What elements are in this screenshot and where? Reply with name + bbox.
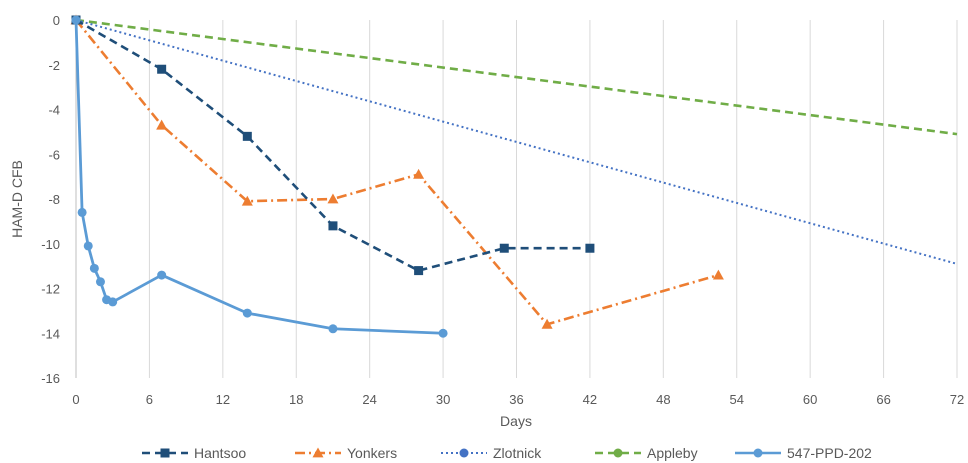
y-tick-label: -2	[48, 58, 60, 73]
data-point-hantsoo	[414, 266, 424, 276]
x-tick-label: 0	[72, 392, 79, 407]
legend: Hantsoo Yonkers Zlotnick Appleby 547-PPD-202	[142, 445, 872, 461]
y-tick-label: -10	[41, 237, 60, 252]
x-tick-label: 48	[656, 392, 670, 407]
x-tick-label: 54	[730, 392, 744, 407]
series-appleby	[71, 15, 958, 136]
series-line-hantsoo	[75, 18, 590, 272]
data-point-hantsoo	[242, 131, 252, 141]
series-547-ppd-202	[71, 15, 448, 338]
legend-marker-hantsoo	[160, 448, 170, 458]
legend-marker-zlotnick	[459, 448, 469, 458]
y-tick-label: -14	[41, 326, 60, 341]
data-point-yonkers	[712, 269, 724, 280]
series-group	[70, 14, 958, 338]
axes: 0 6 12 18 24 30 36 42 48 54 60 66 72 0 -2 -4 -6 -8 -10 -12 -…	[41, 13, 964, 407]
legend-label-hantsoo: Hantsoo	[194, 445, 246, 461]
data-point-547-ppd-202	[438, 328, 448, 338]
data-point-547-ppd-202	[89, 263, 99, 273]
data-point-yonkers	[541, 318, 553, 329]
legend-item-547-ppd-202: 547-PPD-202	[735, 445, 872, 461]
x-tick-label: 60	[803, 392, 817, 407]
data-point-yonkers	[327, 193, 339, 204]
legend-marker-547-ppd-202	[753, 448, 763, 458]
data-point-hantsoo	[585, 243, 595, 253]
y-axis-title: HAM-D CFB	[9, 160, 25, 238]
legend-item-yonkers: Yonkers	[295, 445, 397, 461]
x-axis-title: Days	[500, 413, 532, 429]
data-point-yonkers	[156, 119, 168, 130]
data-point-547-ppd-202	[242, 308, 252, 318]
x-tick-label: 6	[146, 392, 153, 407]
series-yonkers	[70, 14, 724, 329]
x-tick-label: 36	[509, 392, 523, 407]
data-point-yonkers	[241, 195, 253, 206]
x-tick-label: 66	[876, 392, 890, 407]
data-point-547-ppd-202	[328, 324, 338, 334]
data-point-547-ppd-202	[157, 270, 167, 280]
legend-label-zlotnick: Zlotnick	[493, 445, 542, 461]
y-tick-label: -4	[48, 103, 60, 118]
legend-marker-yonkers	[312, 447, 324, 458]
data-point-547-ppd-202	[83, 241, 93, 251]
data-point-547-ppd-202	[95, 277, 105, 287]
legend-label-appleby: Appleby	[647, 445, 698, 461]
y-tick-label: -16	[41, 371, 60, 386]
data-point-hantsoo	[157, 64, 167, 74]
legend-item-hantsoo: Hantsoo	[142, 445, 246, 461]
y-tick-label: -12	[41, 282, 60, 297]
x-tick-label: 30	[436, 392, 450, 407]
x-tick-label: 72	[950, 392, 964, 407]
legend-item-zlotnick: Zlotnick	[441, 445, 542, 461]
x-tick-label: 12	[216, 392, 230, 407]
x-tick-label: 42	[583, 392, 597, 407]
legend-label-yonkers: Yonkers	[347, 445, 397, 461]
series-zlotnick	[71, 15, 958, 265]
legend-marker-appleby	[613, 448, 623, 458]
data-point-hantsoo	[328, 221, 338, 231]
series-hantsoo	[71, 15, 595, 276]
y-tick-label: 0	[53, 13, 60, 28]
x-tick-label: 18	[289, 392, 303, 407]
data-point-547-ppd-202	[77, 207, 87, 217]
y-tick-label: -6	[48, 147, 60, 162]
series-line-appleby	[75, 18, 958, 136]
series-line-zlotnick	[75, 19, 958, 265]
grid	[148, 20, 958, 378]
legend-label-547-ppd-202: 547-PPD-202	[787, 445, 872, 461]
data-point-yonkers	[413, 168, 425, 179]
y-tick-label: -8	[48, 192, 60, 207]
x-tick-label: 24	[362, 392, 376, 407]
data-point-hantsoo	[499, 243, 509, 253]
series-line-547-ppd-202	[74, 19, 444, 335]
legend-item-appleby: Appleby	[595, 445, 698, 461]
data-point-547-ppd-202	[71, 15, 81, 25]
data-point-547-ppd-202	[108, 297, 118, 307]
